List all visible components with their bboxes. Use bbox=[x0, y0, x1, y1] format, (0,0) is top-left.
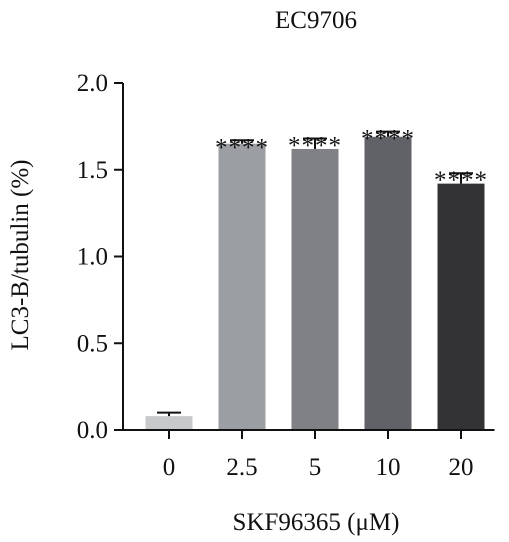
bar-2.5 bbox=[218, 143, 266, 430]
x-tick-label: 10 bbox=[376, 454, 401, 481]
y-axis-label: LC3-B/tubulin (%) bbox=[7, 160, 34, 351]
y-tick-label: 1.0 bbox=[77, 244, 108, 271]
significance-label: **** bbox=[361, 126, 415, 153]
x-axis: 0 2.5 5 10 20 bbox=[122, 429, 495, 481]
bar-0 bbox=[145, 416, 193, 430]
x-axis-label: SKF96365 (μM) bbox=[233, 509, 400, 536]
y-tick-label: 0.0 bbox=[77, 417, 108, 444]
significance-label: **** bbox=[434, 167, 488, 194]
y-tick-label: 2.0 bbox=[77, 70, 108, 97]
y-tick-label: 0.5 bbox=[77, 330, 108, 357]
y-axis: 0.0 0.5 1.0 1.5 2.0 bbox=[77, 70, 124, 444]
x-tick-label: 5 bbox=[309, 454, 322, 481]
bar-5 bbox=[291, 148, 339, 430]
significance-label: **** bbox=[215, 134, 269, 161]
bar-10 bbox=[364, 136, 412, 430]
x-tick-label: 20 bbox=[449, 454, 474, 481]
x-tick-label: 0 bbox=[163, 454, 176, 481]
bars: **** **** **** **** bbox=[145, 126, 488, 430]
bar-20 bbox=[437, 183, 485, 430]
x-tick-label: 2.5 bbox=[226, 454, 257, 481]
significance-label: **** bbox=[288, 133, 342, 160]
y-tick-label: 1.5 bbox=[77, 157, 108, 184]
chart-title: EC9706 bbox=[275, 7, 357, 34]
